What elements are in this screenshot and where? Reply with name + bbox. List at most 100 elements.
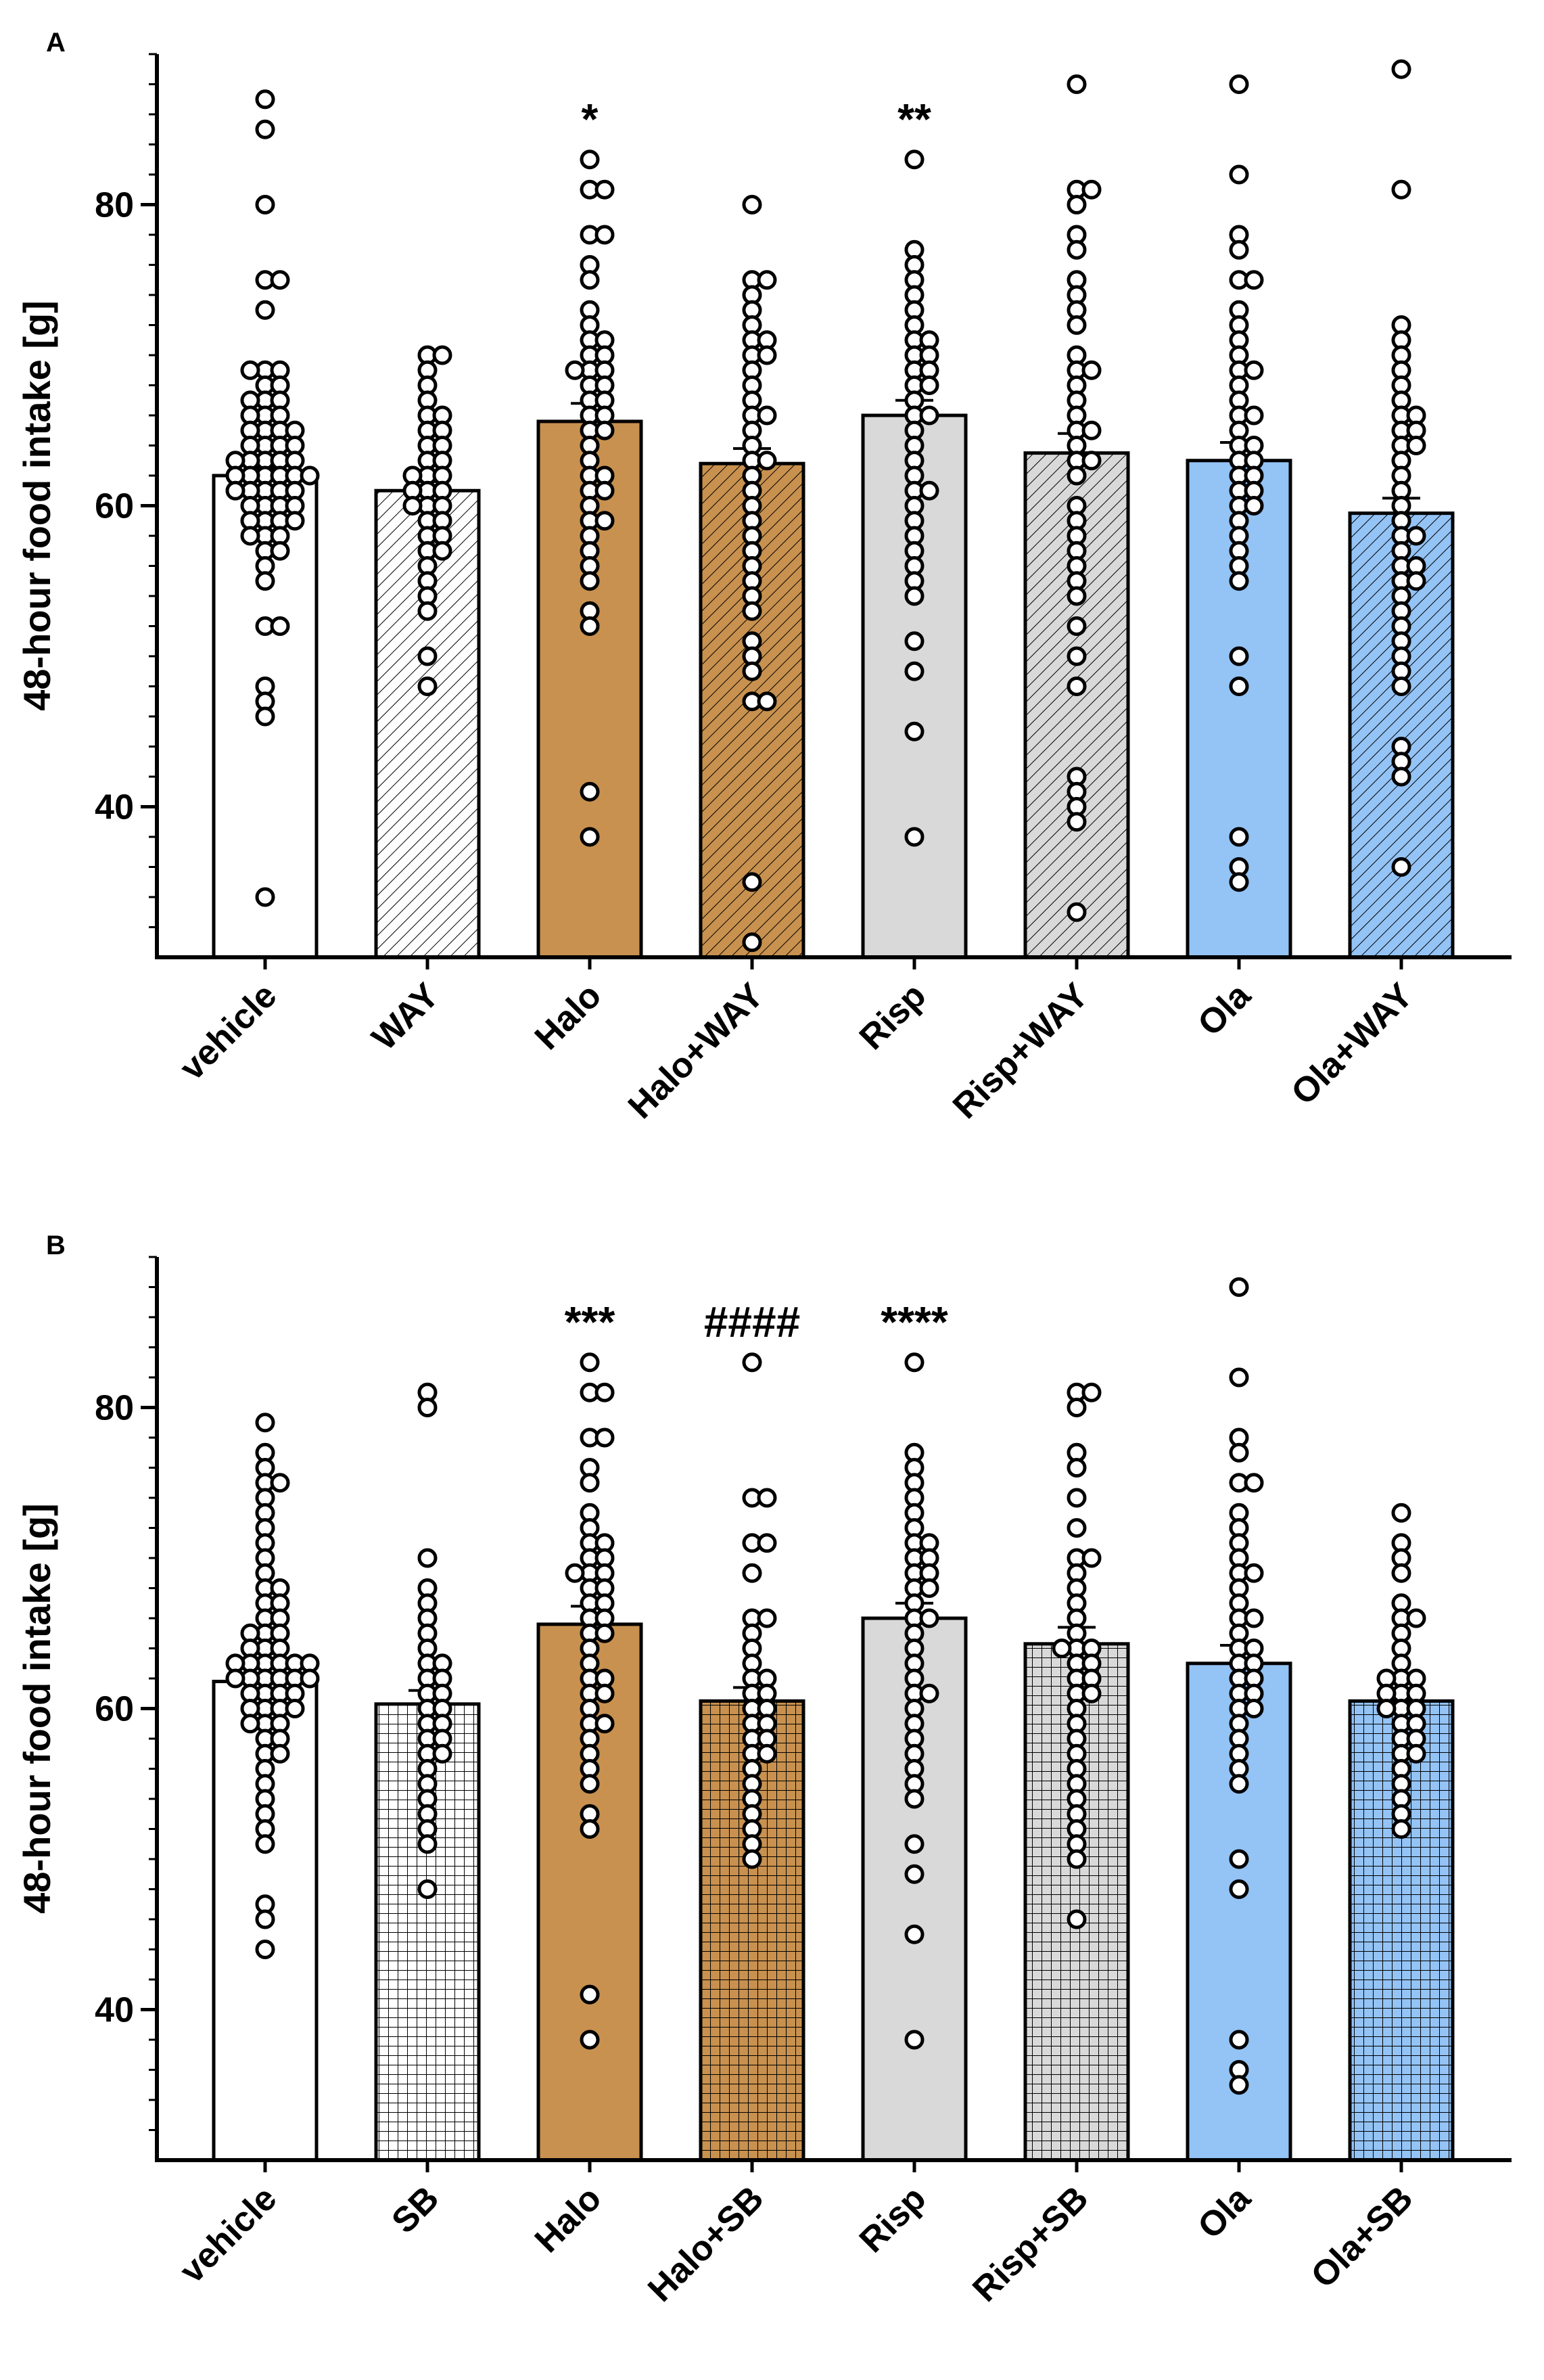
data-point [594, 511, 615, 531]
y-tick-label: 60 [95, 1690, 134, 1729]
data-point [1244, 1473, 1264, 1493]
data-point [919, 1608, 939, 1628]
category-label: Risp [852, 976, 934, 1057]
data-point [1244, 1563, 1264, 1583]
data-point [255, 195, 275, 214]
data-point [580, 827, 600, 847]
data-point [904, 631, 925, 651]
data-point [594, 225, 615, 245]
data-point [270, 1743, 290, 1764]
data-point [580, 571, 600, 591]
data-point [255, 571, 275, 591]
data-point [904, 150, 925, 170]
data-point [594, 420, 615, 440]
data-point [1406, 571, 1426, 591]
data-point [417, 1879, 438, 1899]
data-point [1067, 616, 1087, 636]
data-point [1081, 420, 1102, 440]
data-point [1081, 360, 1102, 380]
data-point [1229, 239, 1249, 260]
data-point [1244, 270, 1264, 290]
data-point [565, 360, 585, 380]
data-point [270, 616, 290, 636]
significance-label: * [582, 95, 599, 143]
data-point [1067, 677, 1087, 696]
data-point [580, 1819, 600, 1839]
panel-letter: B [46, 1231, 66, 1260]
panel-a: A 48-hour food intake [g] vehicle WAY * Halo H… [16, 28, 1512, 1126]
data-point [1229, 872, 1249, 892]
data-point [417, 677, 438, 696]
data-point [1244, 1699, 1264, 1718]
category-label: WAY [365, 976, 446, 1057]
data-point [580, 1774, 600, 1794]
category-label: vehicle [172, 976, 285, 1088]
category-label: Risp+SB [965, 2178, 1096, 2309]
data-point [742, 872, 762, 892]
data-point [1229, 1879, 1249, 1899]
data-point [1391, 1819, 1411, 1839]
data-point [1391, 766, 1411, 787]
data-point [270, 1473, 290, 1493]
data-point [1229, 2030, 1249, 2050]
data-point [1229, 1277, 1249, 1297]
data-point [757, 270, 777, 290]
data-point [225, 1668, 245, 1689]
data-point [1229, 1849, 1249, 1869]
data-point [1067, 1849, 1087, 1869]
data-point [300, 465, 320, 486]
data-point [742, 661, 762, 681]
data-point [919, 480, 939, 501]
data-point [255, 1413, 275, 1433]
data-point [594, 1683, 615, 1703]
data-point [402, 496, 423, 516]
data-point [225, 480, 245, 501]
data-point [742, 1849, 762, 1869]
data-point [1067, 1909, 1087, 1929]
data-point [255, 300, 275, 320]
data-point [757, 1488, 777, 1508]
data-point [904, 827, 925, 847]
data-point [1244, 1608, 1264, 1628]
data-point [285, 511, 305, 531]
data-point [255, 1909, 275, 1929]
data-point [565, 1563, 585, 1583]
y-tick-label: 80 [95, 186, 134, 225]
data-point [757, 345, 777, 365]
data-point [742, 932, 762, 953]
data-point [1391, 677, 1411, 696]
data-point [1391, 179, 1411, 200]
data-point [270, 541, 290, 561]
category-label: Halo [528, 2178, 609, 2260]
data-point [1229, 74, 1249, 94]
data-point [904, 661, 925, 681]
category-label: vehicle [172, 2178, 285, 2291]
category-label: Ola [1190, 976, 1259, 1044]
data-point [417, 601, 438, 621]
data-point [1052, 1639, 1072, 1658]
data-point [594, 179, 615, 200]
data-point [432, 345, 452, 365]
data-point [270, 270, 290, 290]
data-point [1081, 1548, 1102, 1568]
data-point [1067, 812, 1087, 832]
data-point [1406, 436, 1426, 455]
data-point [580, 1984, 600, 2005]
category-label: Ola+SB [1304, 2178, 1421, 2295]
y-axis-label: 48-hour food intake [g] [16, 1503, 58, 1914]
data-point [285, 1699, 305, 1718]
data-point [417, 1548, 438, 1568]
data-point [1244, 405, 1264, 426]
data-point [757, 1743, 777, 1764]
data-point [1067, 315, 1087, 335]
data-point [1067, 586, 1087, 606]
data-point [417, 1834, 438, 1854]
data-point [432, 541, 452, 561]
data-point [580, 1352, 600, 1373]
data-point [1081, 1683, 1102, 1703]
data-point [904, 1924, 925, 1944]
data-point [255, 89, 275, 110]
data-point [742, 601, 762, 621]
y-tick-label: 40 [95, 1991, 134, 2030]
category-label: Halo+SB [640, 2178, 771, 2309]
